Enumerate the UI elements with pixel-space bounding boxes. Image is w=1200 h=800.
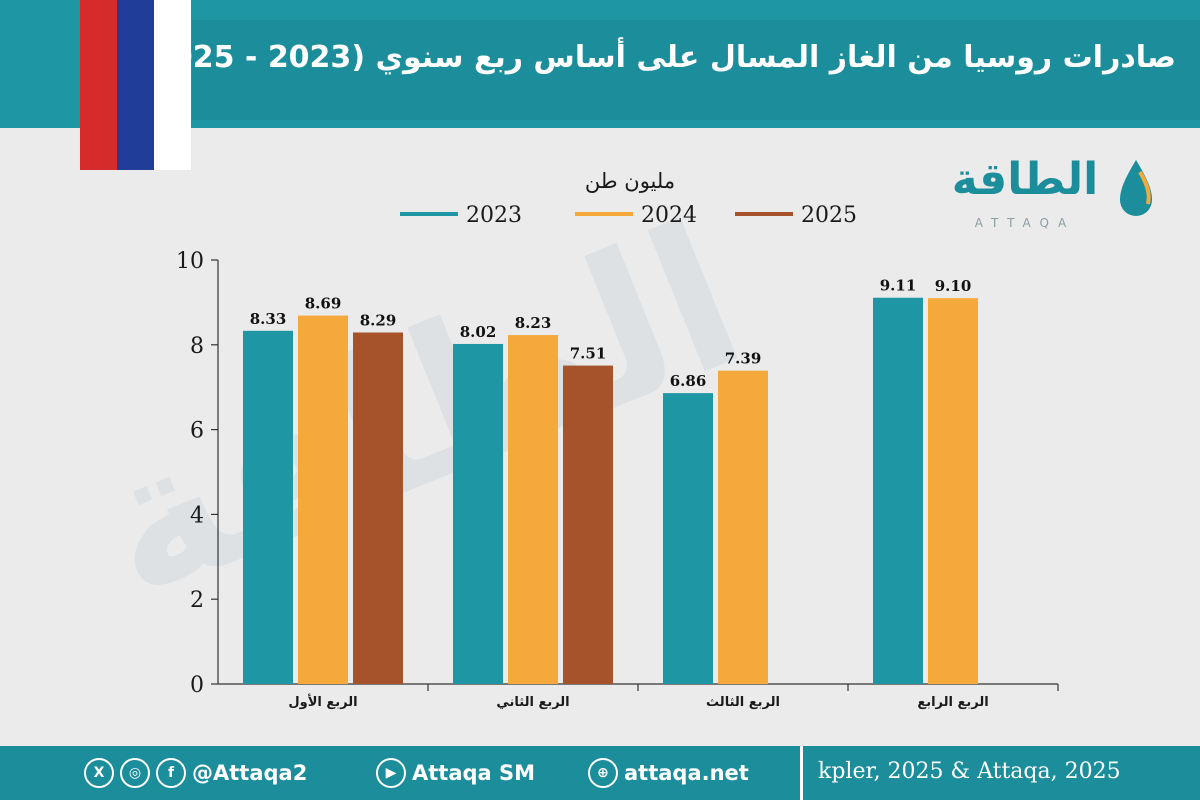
social-handle[interactable]: @Attaqa2 xyxy=(192,761,308,785)
header-bar: صادرات روسيا من الغاز المسال على أساس رب… xyxy=(0,0,1200,128)
legend: 2023 2024 2025 xyxy=(400,203,857,228)
flag-stripe-white xyxy=(154,0,191,170)
bar-2025-2 xyxy=(563,365,613,684)
data-label: 7.51 xyxy=(570,345,607,363)
data-labels: 8.33 8.02 6.86 9.11 8.69 8.23 7.39 9.10 8.29 7.51 xyxy=(250,277,972,390)
social-links: X ◎ f @Attaqa2 xyxy=(84,746,307,800)
youtube-name: Attaqa SM xyxy=(412,761,536,785)
footer-bar: X ◎ f @Attaqa2 ▶ Attaqa SM ⊕ attaqa.net … xyxy=(0,746,1200,800)
bar-2023-1 xyxy=(243,330,293,684)
bar-2024-1 xyxy=(298,315,348,684)
data-label: 6.86 xyxy=(670,372,707,390)
data-label: 7.39 xyxy=(725,350,762,368)
russia-flag xyxy=(80,0,191,170)
website-name: attaqa.net xyxy=(624,761,749,785)
legend-label-2025: 2025 xyxy=(801,203,857,228)
website-link[interactable]: ⊕ attaqa.net xyxy=(588,746,749,800)
y-tick-label: 0 xyxy=(190,673,204,698)
x-tick-label: الربع الرابع xyxy=(917,695,988,710)
source-text: kpler, 2025 & Attaqa, 2025 xyxy=(818,759,1121,784)
flag-stripe-red xyxy=(80,0,117,170)
bar-2023-4 xyxy=(873,297,923,684)
legend-label-2024: 2024 xyxy=(641,203,697,228)
globe-icon: ⊕ xyxy=(588,758,618,788)
y-tick-label: 8 xyxy=(190,334,204,359)
y-tick-label: 10 xyxy=(176,249,204,274)
bar-2023-3 xyxy=(663,393,713,684)
youtube-icon: ▶ xyxy=(376,758,406,788)
drop-icon xyxy=(1120,160,1152,216)
data-label: 9.10 xyxy=(935,277,972,295)
logo-latin: ATTAQA xyxy=(974,216,1076,230)
youtube-link[interactable]: ▶ Attaqa SM xyxy=(376,746,535,800)
bar-2025-1 xyxy=(353,332,403,684)
y-tick-label: 4 xyxy=(190,503,204,528)
y-tick-label: 2 xyxy=(190,588,204,613)
bar-2023-2 xyxy=(453,343,503,684)
attaqa-logo: الطاقة ATTAQA xyxy=(930,150,1160,240)
bar-2024-3 xyxy=(718,370,768,684)
y-tick-label: 6 xyxy=(190,419,204,444)
page-title: صادرات روسيا من الغاز المسال على أساس رب… xyxy=(137,40,1176,75)
bar-2024-2 xyxy=(508,335,558,684)
logo-name: الطاقة xyxy=(951,154,1099,205)
data-label: 8.69 xyxy=(305,295,342,313)
facebook-icon[interactable]: f xyxy=(156,758,186,788)
x-tick-label: الربع الثاني xyxy=(496,695,569,710)
title-band xyxy=(192,20,1200,120)
bars xyxy=(243,297,978,684)
flag-stripe-blue xyxy=(117,0,154,170)
legend-label-2023: 2023 xyxy=(466,203,522,228)
data-label: 8.02 xyxy=(460,323,497,341)
bar-2024-4 xyxy=(928,298,978,684)
instagram-icon[interactable]: ◎ xyxy=(120,758,150,788)
data-label: 8.23 xyxy=(515,314,552,332)
x-tick-label: الربع الأول xyxy=(288,693,357,710)
footer-divider xyxy=(800,746,803,800)
x-tick-label: الربع الثالث xyxy=(706,695,780,710)
data-label: 8.29 xyxy=(360,312,397,330)
data-label: 8.33 xyxy=(250,310,287,328)
x-icon[interactable]: X xyxy=(84,758,114,788)
bar-chart: مليون طن 2023 2024 2025 0 2 4 6 8 10 الربع الأول… xyxy=(176,169,1059,710)
data-label: 9.11 xyxy=(880,277,917,295)
unit-label: مليون طن xyxy=(585,169,675,193)
